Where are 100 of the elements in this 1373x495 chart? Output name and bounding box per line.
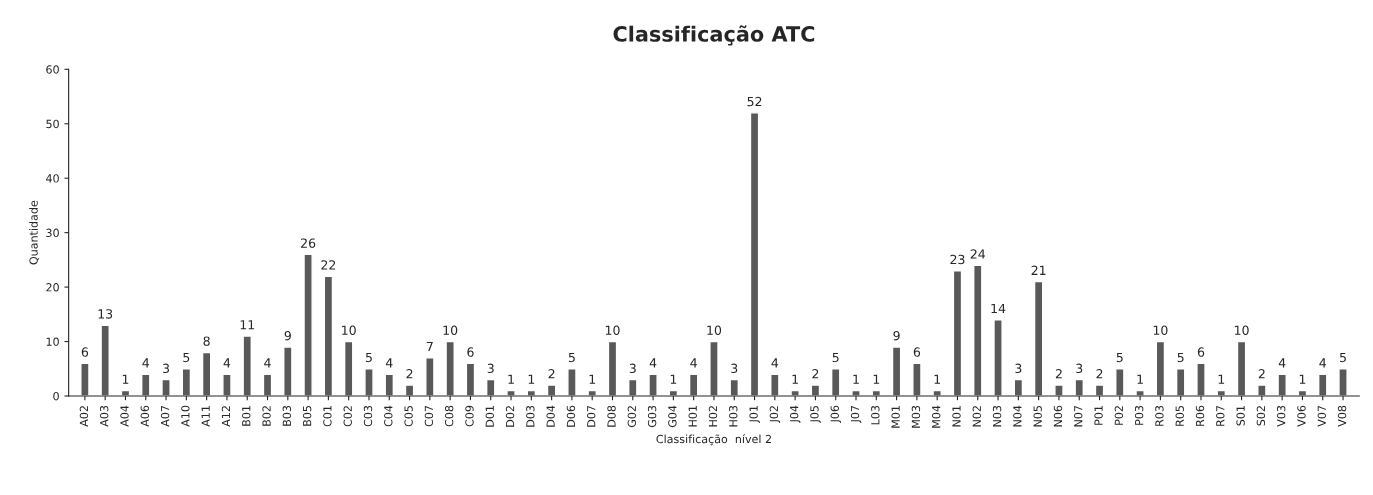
data-label: 2 — [812, 369, 819, 379]
bar — [1115, 368, 1125, 396]
data-label: 11 — [240, 320, 255, 330]
data-label: 21 — [1031, 265, 1046, 275]
bar — [283, 346, 293, 396]
bar — [242, 335, 252, 396]
x-tick-label: N06 — [1053, 405, 1063, 427]
data-label: 10 — [707, 325, 722, 335]
x-tick-label: C09 — [465, 405, 474, 427]
data-label: 4 — [1278, 358, 1286, 368]
data-label: 14 — [991, 303, 1006, 313]
data-label: 13 — [98, 309, 113, 319]
x-tick-label: D04 — [546, 405, 555, 427]
bar — [993, 319, 1003, 396]
x-tick-label: J01 — [749, 406, 760, 424]
bar — [607, 340, 618, 396]
data-label: 3 — [487, 363, 494, 374]
data-label: 2 — [548, 369, 555, 379]
bar — [567, 368, 577, 396]
x-tick-label: A11 — [201, 406, 210, 427]
data-label: 4 — [649, 358, 657, 368]
bar — [80, 362, 90, 396]
data-label: 10 — [1153, 325, 1168, 335]
x-tick-label: D06 — [566, 405, 576, 427]
x-tick-label: P01 — [1094, 406, 1103, 425]
x-axis-title: Classificação nível 2 — [656, 434, 771, 446]
x-tick-label: J02 — [769, 406, 781, 424]
x-tick-label: H01 — [688, 406, 697, 427]
x-tick-label: L03 — [871, 405, 880, 425]
y-tick-label: 60 — [46, 65, 59, 74]
bar — [303, 253, 313, 396]
bar — [1094, 384, 1105, 396]
y-tick-label: 30 — [46, 228, 59, 238]
x-tick-label: R07 — [1216, 405, 1225, 426]
data-label: 52 — [747, 96, 762, 107]
x-tick-label: J07 — [850, 405, 862, 424]
x-tick-label: J05 — [810, 406, 821, 424]
x-tick-label: C07 — [424, 405, 434, 427]
data-label: 6 — [913, 347, 921, 357]
x-tick-label: C03 — [363, 405, 373, 427]
bar — [709, 340, 719, 396]
bar — [1236, 340, 1247, 396]
data-label: 5 — [365, 352, 372, 363]
x-tick-label: P02 — [1114, 406, 1124, 425]
data-label: 23 — [950, 254, 965, 265]
data-label: 4 — [142, 358, 150, 368]
bar — [648, 373, 658, 396]
bar — [973, 264, 983, 396]
y-tick-label: 50 — [46, 119, 59, 129]
x-tick-label: N04 — [1013, 405, 1022, 427]
x-tick-label: V08 — [1337, 405, 1347, 427]
data-label: 4 — [771, 358, 779, 368]
bar — [1155, 340, 1166, 396]
x-tick-label: N05 — [1033, 406, 1042, 427]
data-label: 10 — [605, 325, 620, 335]
x-tick-label: R05 — [1175, 406, 1184, 426]
data-label: 1 — [528, 374, 535, 384]
x-tick-label: G03 — [647, 405, 657, 428]
y-tick-label: 40 — [46, 174, 59, 183]
data-label: 1 — [1299, 374, 1306, 384]
data-label: 4 — [385, 358, 393, 368]
x-tick-label: P03 — [1134, 405, 1144, 425]
x-tick-label: C02 — [343, 406, 352, 427]
x-tick-label: C08 — [444, 405, 454, 427]
data-label: 4 — [264, 358, 271, 368]
data-label: 3 — [1076, 363, 1083, 374]
x-tick-label: M04 — [932, 405, 941, 428]
x-tick-label: H02 — [708, 406, 718, 427]
bar — [810, 384, 821, 396]
x-tick-label: R06 — [1195, 405, 1205, 426]
x-tick-label: A07 — [160, 405, 170, 427]
bar — [1074, 378, 1084, 396]
x-tick-label: V06 — [1297, 405, 1306, 427]
data-label: 5 — [1177, 352, 1184, 363]
x-tick-label: H03 — [729, 405, 738, 427]
data-label: 22 — [321, 260, 336, 270]
x-tick-label: C01 — [323, 406, 332, 427]
x-tick-label: D08 — [607, 405, 616, 427]
bar — [343, 340, 354, 396]
data-label: 9 — [284, 330, 291, 341]
data-label: 8 — [203, 336, 210, 346]
data-label: 5 — [183, 352, 190, 363]
data-label: 26 — [301, 238, 316, 248]
x-tick-label: A03 — [100, 405, 109, 427]
x-tick-label: N07 — [1074, 405, 1083, 427]
bar — [161, 378, 171, 396]
x-tick-label: C05 — [404, 406, 413, 427]
data-label: 5 — [1116, 352, 1123, 363]
data-label: 1 — [589, 374, 596, 384]
x-tick-label: D07 — [587, 405, 596, 427]
x-tick-label: A04 — [120, 405, 129, 427]
bar — [1054, 384, 1064, 396]
data-label: 1 — [853, 374, 859, 384]
data-label: 7 — [426, 342, 433, 352]
y-tick-label: 0 — [53, 391, 59, 401]
y-tick-label: 20 — [46, 283, 59, 292]
x-tick-label: G02 — [627, 406, 637, 428]
data-label: 2 — [1258, 369, 1265, 379]
bar — [404, 384, 415, 396]
bar — [770, 373, 780, 396]
